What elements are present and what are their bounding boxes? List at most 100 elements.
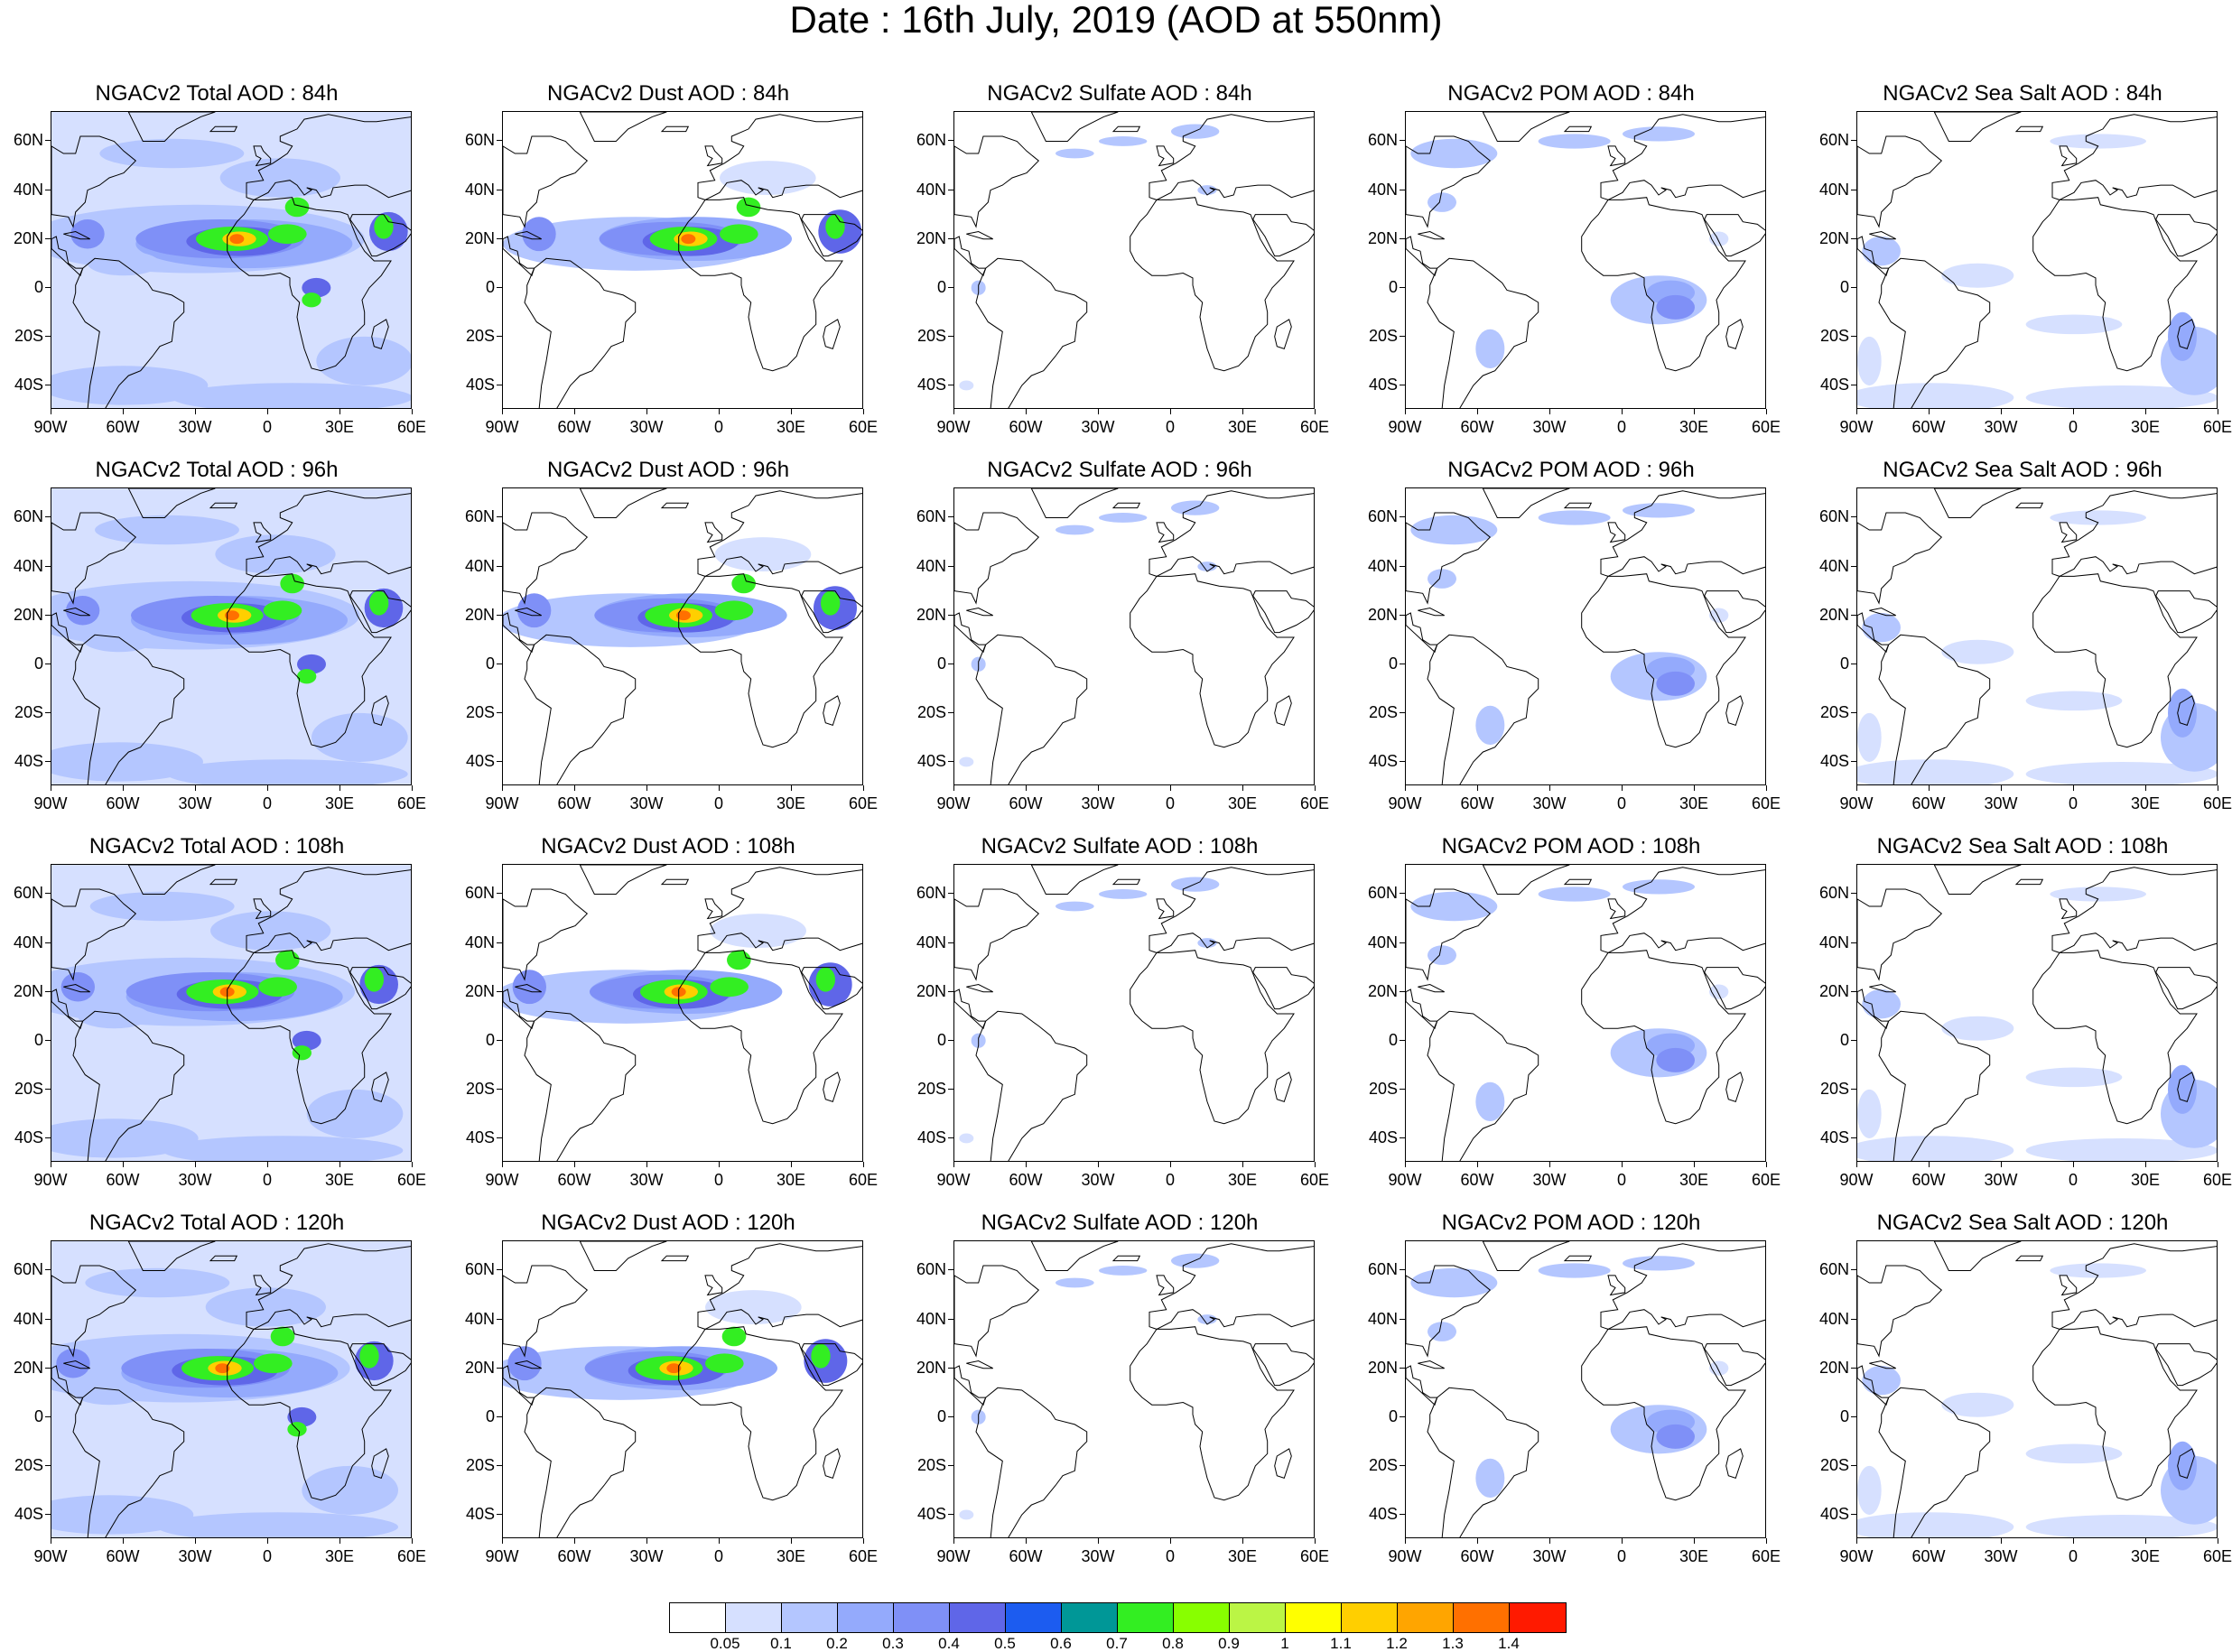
lon-tick: [1694, 1538, 1695, 1544]
coastline: [678, 950, 843, 1125]
lon-tick: [339, 1538, 340, 1544]
lat-tick: [948, 893, 953, 895]
coastline: [72, 1387, 185, 1537]
coastline: [1418, 983, 1445, 993]
lat-tick-label: 20S: [916, 702, 946, 721]
lon-tick: [953, 409, 954, 414]
lat-tick-label: 20N: [13, 228, 43, 247]
coastline: [503, 612, 535, 654]
lat-tick: [1851, 1464, 1856, 1466]
coastline: [1427, 1387, 1539, 1537]
lon-tick-label: 0: [2068, 1547, 2078, 1565]
aod-plume: [1857, 1512, 2014, 1537]
panel-title: NGACv2 Sea Salt AOD : 108h: [1876, 834, 2169, 858]
lon-tick-label: 90W: [1839, 418, 1874, 436]
aod-plume: [1862, 236, 1901, 266]
colorbar-label: 0.4: [938, 1635, 960, 1652]
coastline: [253, 898, 272, 920]
aod-plume: [1857, 1136, 2014, 1161]
aod-plume: [1428, 192, 1456, 212]
aod-plume: [205, 1287, 326, 1327]
lon-tick-label: 30E: [776, 794, 806, 812]
map-panel-dust-120h: NGACv2 Dust AOD : 120h 60N 40N 20N 0 20S 40S 90…: [451, 1211, 878, 1565]
lat-tick: [1851, 893, 1856, 895]
lat-tick: [948, 1039, 953, 1041]
aod-plume: [374, 214, 394, 239]
lat-tick-label: 40N: [916, 1309, 946, 1328]
aod-plume: [1656, 1424, 1695, 1449]
lat-tick-label: 60N: [1818, 1260, 1849, 1279]
lon-tick-label: 60W: [1009, 1547, 1043, 1565]
coastline: [823, 319, 841, 350]
aod-plume: [263, 600, 302, 621]
lon-tick: [1477, 1162, 1478, 1167]
coastline: [2155, 1343, 2217, 1387]
lon-tick-label: 30W: [1984, 1547, 2018, 1565]
lat-tick: [1400, 1367, 1405, 1369]
aod-plume: [210, 911, 331, 951]
lat-tick: [497, 516, 502, 518]
lat-tick: [45, 1367, 51, 1369]
aod-plume: [1428, 569, 1456, 589]
lon-tick-label: 30E: [324, 794, 355, 812]
lon-tick-label: 30W: [1081, 794, 1115, 812]
lon-tick-label: 90W: [1839, 1171, 1874, 1189]
lat-tick-label: 20N: [916, 228, 946, 247]
lat-tick-label: 20N: [464, 1358, 495, 1377]
coastline: [2155, 590, 2217, 634]
aod-plume: [1862, 988, 1901, 1019]
lon-tick: [195, 409, 196, 414]
coastline: [1563, 1255, 1593, 1262]
coastline: [954, 135, 1040, 228]
lat-tick: [1851, 1367, 1856, 1369]
lat-tick-label: 40S: [1819, 375, 1849, 394]
lon-tick: [1026, 409, 1027, 414]
map-plot-area: [51, 111, 412, 409]
coastline: [349, 967, 411, 1010]
lon-tick-label: 30W: [1984, 1171, 2018, 1189]
coastline: [2032, 197, 2198, 372]
coastline: [954, 888, 1040, 981]
coastline: [1482, 865, 1570, 895]
aod-plume: [302, 277, 331, 298]
coastline: [579, 1241, 667, 1271]
coastline: [1406, 888, 1492, 981]
aod-plume: [1056, 148, 1094, 159]
lon-tick: [267, 409, 268, 414]
aod-plume: [727, 950, 751, 970]
coastline: [801, 1343, 862, 1387]
lon-tick-label: 60W: [557, 418, 591, 436]
coastline: [1878, 257, 1991, 408]
aod-plume: [1475, 1458, 1505, 1499]
lon-tick-label: 60W: [106, 418, 140, 436]
lon-tick: [863, 1162, 864, 1167]
aod-plume: [1099, 1266, 1148, 1276]
lon-tick: [1098, 1162, 1099, 1167]
lon-tick-label: 90W: [1388, 1171, 1422, 1189]
lon-tick-label: 0: [713, 794, 723, 812]
aod-plume: [60, 972, 95, 1002]
lon-tick: [195, 1538, 196, 1544]
lat-tick-label: 20S: [1819, 1455, 1849, 1474]
aod-plume: [225, 610, 239, 621]
colorbar-label: 1.1: [1330, 1635, 1352, 1652]
lon-tick-label: 30E: [2130, 418, 2161, 436]
coastline: [1274, 1072, 1292, 1103]
coastline: [975, 1387, 1088, 1537]
lat-tick-label: 60N: [13, 507, 43, 526]
coastline: [2051, 490, 2217, 577]
aod-plume: [821, 590, 841, 616]
lat-tick: [45, 565, 51, 567]
coastline: [227, 197, 392, 372]
lon-tick-label: 60W: [1911, 1171, 1946, 1189]
lat-tick: [497, 1269, 502, 1271]
coastline: [1406, 135, 1492, 228]
lon-tick: [2145, 1538, 2146, 1544]
lat-tick: [45, 942, 51, 943]
lon-tick-label: 60E: [396, 1547, 427, 1565]
lat-tick: [497, 942, 502, 943]
aod-map: [1406, 112, 1765, 408]
lat-tick: [1400, 990, 1405, 992]
aod-plume: [316, 336, 411, 385]
lat-tick-label: 0: [485, 1406, 495, 1425]
